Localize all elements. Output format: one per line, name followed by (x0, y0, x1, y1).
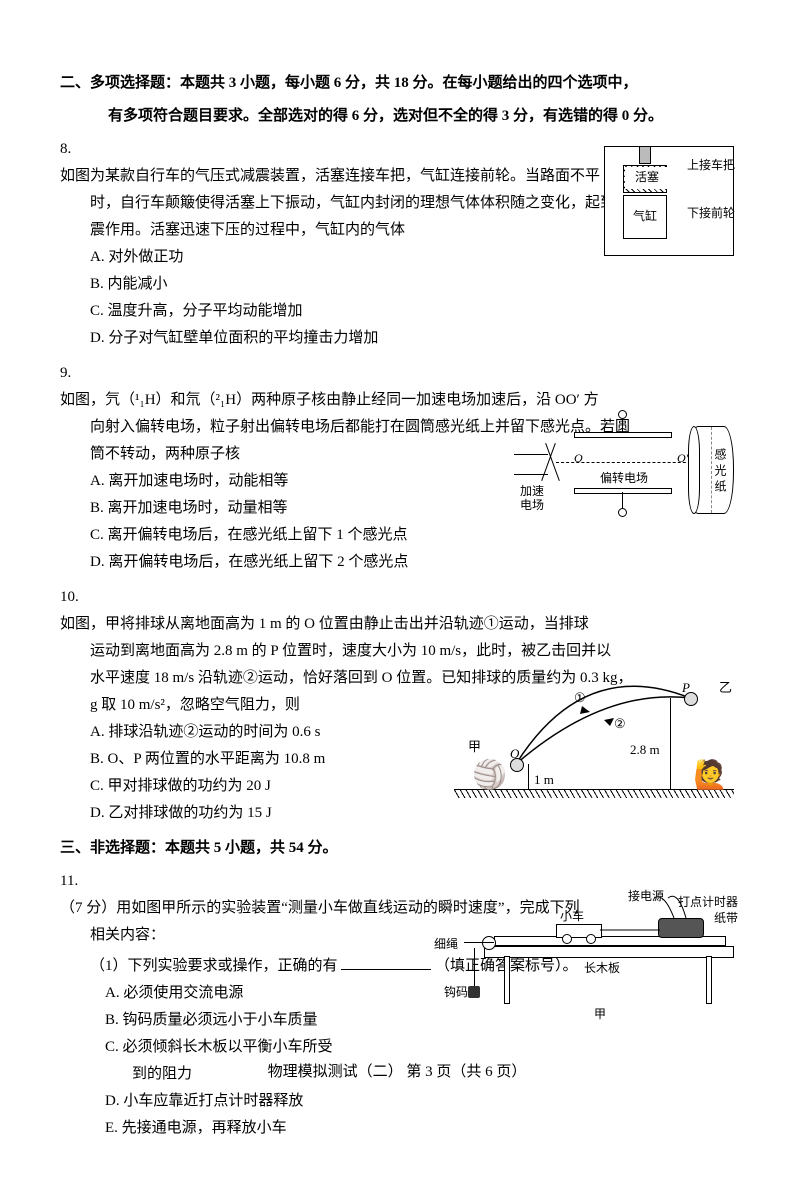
q8-fig-cylinder: 气缸 (623, 195, 667, 239)
question-10: 10. 如图，甲将排球从离地面高为 1 m 的 O 位置由静止击出并沿轨迹①运动… (60, 584, 734, 827)
q9-option-a: A. 离开加速电场时，动能相等 (90, 468, 520, 495)
q10-fig-hO-label: 1 m (534, 768, 554, 791)
section-ii-line2: 有多项符合题目要求。全部选对的得 6 分，选对但不全的得 3 分，有选错的得 0… (60, 103, 734, 130)
q9-option-c: C. 离开偏转电场后，在感光纸上留下 1 个感光点 (90, 522, 520, 549)
q9-stem-line3: 筒不转动，两种原子核 (90, 446, 240, 462)
q10-fig-player-right-label: 乙 (719, 676, 732, 699)
q9-option-d: D. 离开偏转电场后，在感光纸上留下 2 个感光点 (90, 549, 520, 576)
q11-option-d: D. 小车应靠近打点计时器释放 (105, 1088, 585, 1115)
question-9: 9. 如图，氕（¹₁H）和氘（²₁H）两种原子核由静止经同一加速电场加速后，沿 … (60, 360, 734, 576)
q9-fig-top-plate (574, 432, 672, 438)
q10-fig-traj2-label: ② (614, 712, 626, 735)
q10-fig-hP-label: 2.8 m (630, 738, 660, 761)
q9-fig-terminal-bot (618, 508, 627, 517)
q10-stem-line1: 如图，甲将排球从离地面高为 1 m 的 O 位置由静止击出并沿轨迹①运动，当排球 (60, 611, 701, 638)
q10-fig-hP-line (670, 698, 671, 790)
q10-stem-line4: g 取 10 m/s²，忽略空气阻力，则 (90, 697, 300, 713)
q8-fig-bottom-label: 下接前轮 (687, 203, 735, 225)
q11-fig-table (484, 946, 734, 958)
q9-fig-deflect-label: 偏转电场 (600, 468, 648, 490)
q10-fig-O-label: O (510, 742, 519, 765)
q9-fig-drum-label: 感光纸 (708, 448, 730, 496)
section-iii-heading: 三、非选择题：本题共 5 小题，共 54 分。 (60, 835, 734, 862)
section-ii-line1: 二、多项选择题：本题共 3 小题，每小题 6 分，共 18 分。在每小题给出的四… (60, 70, 734, 97)
q8-fig-top-label: 上接车把 (687, 155, 735, 177)
q10-fig-player-left: 🏐 (472, 762, 507, 790)
q10-fig-player-right: 🙋 (693, 762, 728, 790)
q9-fig-stub-bot (622, 492, 623, 508)
q11-fig-leg-right (706, 956, 712, 1004)
question-8: 8. 如图为某款自行车的气压式减震装置，活塞连接车把，气缸连接前轮。当路面不平 … (60, 136, 734, 352)
q9-number: 9. (60, 360, 90, 387)
q8-fig-stem (639, 146, 651, 164)
q11-part1-blank[interactable] (341, 954, 431, 970)
q10-figure: 🏐 甲 🙋 乙 O P ① ② 1 m 2.8 m (454, 668, 734, 808)
q10-fig-hO-line (528, 764, 529, 790)
q11-option-e: E. 先接通电源，再释放小车 (105, 1115, 585, 1142)
question-11: 11. （7 分）用如图甲所示的实验装置“测量小车做直线运动的瞬时速度”，完成下… (60, 868, 734, 1142)
q10-stem-line2: 运动到离地面高为 2.8 m 的 P 位置时，速度大小为 10 m/s，此时，被… (90, 643, 611, 659)
q11-fig-string (464, 942, 494, 943)
q10-fig-P-label: P (682, 676, 690, 699)
q11-number: 11. (60, 868, 90, 895)
q11-fig-board-label: 长木板 (584, 958, 620, 980)
q9-option-b: B. 离开加速电场时，动量相等 (90, 495, 520, 522)
q11-fig-string-label: 细绳 (434, 934, 458, 956)
q11-part1-prefix: （1）下列实验要求或操作，正确的有 (90, 958, 338, 974)
q9-figure: 感光纸 O O′ 偏转电场 加速 电场 (514, 392, 734, 532)
page-footer: 物理模拟测试（二） 第 3 页（共 6 页） (0, 1060, 794, 1081)
q9-fig-terminal-top (618, 410, 627, 419)
q8-option-b: B. 内能减小 (90, 271, 734, 298)
q11-option-c-line1: C. 必须倾斜长木板以平衡小车所受 (105, 1034, 585, 1061)
q8-fig-piston-label: 活塞 (625, 167, 669, 189)
q10-number: 10. (60, 584, 90, 611)
q11-fig-hang (474, 948, 475, 988)
q10-fig-player-left-label: 甲 (468, 735, 481, 758)
q9-fig-O-label: O (574, 448, 583, 470)
q9-fig-accel-top (514, 454, 548, 455)
q10-fig-traj1-label: ① (574, 686, 586, 709)
q8-figure: 活塞 气缸 上接车把 下接前轮 (604, 146, 734, 256)
q11-fig-caption: 甲 (594, 1004, 606, 1026)
q9-fig-accel-label: 加速 电场 (520, 484, 544, 513)
q8-option-d: D. 分子对气缸壁单位面积的平均撞击力增加 (90, 325, 734, 352)
q11-fig-leg-left (504, 956, 510, 1004)
q11-figure: 接电源 打点计时器 纸带 小车 细绳 钩码 长木板 甲 (464, 882, 734, 1022)
q8-option-c: C. 温度升高，分子平均动能增加 (90, 298, 734, 325)
q11-fig-mass (468, 986, 480, 998)
q8-number: 8. (60, 136, 90, 163)
section-ii-heading: 二、多项选择题：本题共 3 小题，每小题 6 分，共 18 分。在每小题给出的四… (60, 70, 734, 130)
q11-stem-line2: 相关内容： (90, 927, 165, 943)
q11-fig-mass-label: 钩码 (444, 982, 468, 1004)
q8-stem-line2: 时，自行车颠簸使得活塞上下振动，气缸内封闭的理想气体体积随之变化，起到减 (90, 195, 630, 211)
q8-stem-line3: 震作用。活塞迅速下压的过程中，气缸内的气体 (90, 222, 405, 238)
q11-fig-wires (464, 882, 734, 942)
q9-fig-Oprime-label: O′ (677, 448, 688, 470)
